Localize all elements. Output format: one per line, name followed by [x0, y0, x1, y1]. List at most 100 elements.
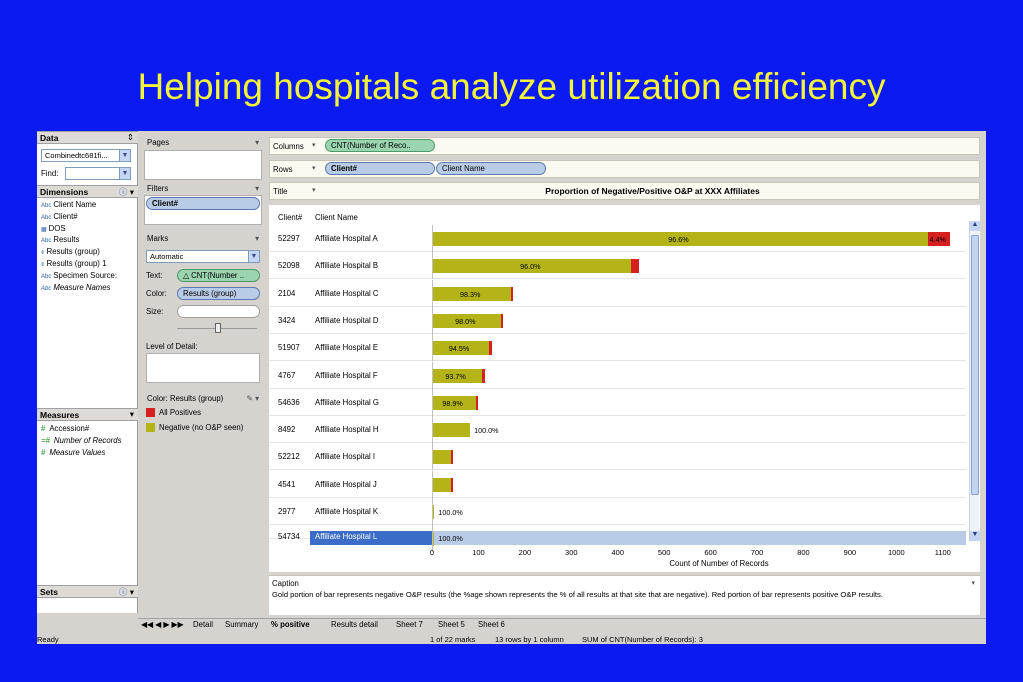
tab-sheet-7[interactable]: Sheet 7 [396, 620, 423, 629]
bar-positive[interactable] [631, 259, 640, 274]
chevron-down-icon[interactable]: ▼ [119, 150, 130, 161]
rows-shelf[interactable]: Rows ▾ Client# Client Name [269, 160, 980, 178]
vertical-scrollbar[interactable]: ▲ ▼ [969, 221, 980, 541]
chevron-down-icon[interactable]: ▾ [129, 409, 134, 419]
legend-header[interactable]: Color: Results (group) ✎ ▾ [144, 393, 262, 405]
bar-negative[interactable] [433, 395, 476, 410]
columns-shelf[interactable]: Columns ▾ CNT(Number of Reco.. [269, 137, 980, 155]
chevron-down-icon[interactable]: ▼ [248, 251, 259, 262]
table-row[interactable]: 52212 Affiliate Hospital I [269, 443, 966, 471]
bar-negative[interactable] [433, 505, 435, 519]
color-pill[interactable]: Results (group) [177, 287, 260, 300]
dimensions-header[interactable]: Dimensions ⓘ ▾ [37, 185, 138, 198]
table-row[interactable]: 52297 Affiliate Hospital A 96.6% 4.4% [269, 225, 966, 252]
legend-item[interactable]: All Positives [146, 408, 201, 418]
bar-positive[interactable] [451, 450, 454, 465]
bar-positive[interactable] [481, 368, 485, 383]
tab-summary[interactable]: Summary [225, 620, 259, 629]
bar-negative[interactable] [433, 368, 482, 383]
sets-header[interactable]: Sets ⓘ ▾ [37, 585, 138, 598]
bar-negative[interactable] [433, 477, 451, 492]
table-row[interactable]: 4541 Affiliate Hospital J [269, 470, 966, 498]
rows-pill-client-name[interactable]: Client Name [436, 162, 546, 175]
filters-card-header[interactable]: Filters ▾ [144, 183, 262, 195]
dimension-field[interactable]: Abc Specimen Source: [41, 271, 117, 280]
level-of-detail-shelf[interactable] [146, 353, 260, 383]
dimension-field[interactable]: Abc Measure Names [41, 283, 111, 292]
bar-negative[interactable] [433, 313, 502, 328]
tab-sheet-5[interactable]: Sheet 5 [438, 620, 465, 629]
info-icon[interactable]: ⓘ ▾ [118, 587, 134, 597]
find-input[interactable]: ▼ [65, 167, 131, 180]
pages-card-header[interactable]: Pages ▾ [144, 137, 262, 149]
dimension-field[interactable]: Abc Client Name [41, 200, 96, 209]
table-row[interactable]: 3424 Affiliate Hospital D 98.0% [269, 306, 966, 334]
measures-header[interactable]: Measures ▾ [37, 408, 138, 421]
x-tick-label: 100 [472, 548, 485, 557]
bar-negative[interactable] [433, 423, 471, 438]
scroll-down-icon[interactable]: ▼ [970, 531, 980, 541]
table-row[interactable]: 8492 Affiliate Hospital H 100.0% [269, 416, 966, 444]
chevron-down-icon[interactable]: ▼ [119, 168, 130, 179]
bar-positive[interactable] [511, 286, 513, 301]
bar-positive[interactable] [488, 341, 492, 356]
bar-positive[interactable] [450, 477, 453, 492]
measure-field[interactable]: # Measure Values [41, 448, 105, 457]
table-row[interactable]: 54734 Affiliate Hospital L 100.0% [269, 525, 966, 553]
dimension-field[interactable]: Abc Results [41, 235, 79, 244]
bar-negative[interactable] [433, 232, 928, 246]
text-pill[interactable]: △ CNT(Number .. [177, 269, 260, 282]
dimension-field[interactable]: Abc Client# [41, 212, 78, 221]
pages-shelf[interactable] [144, 150, 262, 180]
chevron-down-icon[interactable]: ▾ [312, 142, 316, 149]
measure-field[interactable]: # Accession# [41, 424, 89, 433]
columns-pill[interactable]: CNT(Number of Reco.. [325, 139, 435, 152]
tab-positive[interactable]: % positive [271, 620, 310, 629]
mark-type-select[interactable]: Automatic ▼ [146, 250, 260, 263]
chevron-down-icon[interactable]: ▾ [255, 138, 259, 147]
rows-pill-client-id[interactable]: Client# [325, 162, 435, 175]
table-row[interactable]: 52098 Affiliate Hospital B 96.0% [269, 252, 966, 280]
tab-detail[interactable]: Detail [193, 620, 213, 629]
table-row[interactable]: 4767 Affiliate Hospital F 93.7% [269, 361, 966, 389]
chevron-down-icon[interactable]: ▾ [312, 165, 316, 172]
bar-positive[interactable] [475, 395, 478, 410]
title-shelf[interactable]: Title ▾ Proportion of Negative/Positive O… [269, 182, 980, 200]
sort-icon[interactable]: ⇕ [126, 132, 134, 142]
pencil-icon[interactable]: ✎ ▾ [246, 394, 259, 403]
bar-negative[interactable] [433, 286, 511, 301]
data-header[interactable]: Data ⇕ [37, 131, 138, 144]
chevron-down-icon[interactable]: ▾ [312, 187, 316, 194]
scroll-up-icon[interactable]: ▲ [970, 221, 980, 231]
filters-shelf[interactable]: Client# [144, 195, 262, 225]
table-row[interactable]: 51907 Affiliate Hospital E 94.5% [269, 334, 966, 362]
marks-card-header[interactable]: Marks ▾ [144, 233, 262, 245]
bar-positive[interactable] [501, 313, 504, 328]
client-name-cell: Affiliate Hospital C [315, 288, 379, 298]
size-shelf[interactable] [177, 305, 260, 318]
bar-negative[interactable] [433, 341, 489, 356]
dimension-field[interactable]: ⌽ Results (group) [41, 247, 100, 257]
bar-negative[interactable] [433, 259, 632, 274]
bar-negative[interactable] [433, 532, 435, 547]
filter-pill-client[interactable]: Client# [146, 197, 260, 210]
table-row[interactable]: 2104 Affiliate Hospital C 98.3% [269, 279, 966, 307]
chevron-down-icon[interactable]: ▾ [255, 234, 259, 243]
size-slider-handle[interactable] [215, 323, 221, 333]
dimension-field[interactable]: ▦ DOS [41, 224, 66, 233]
datasource-select[interactable]: Combinedtc681fi... ▼ [41, 149, 131, 162]
tab-nav-arrows[interactable]: ◀◀ ◀ ▶ ▶▶ [141, 620, 184, 629]
table-row[interactable]: 54636 Affiliate Hospital G 98.9% [269, 388, 966, 416]
scroll-thumb[interactable] [971, 235, 979, 495]
chevron-down-icon[interactable]: ▾ [255, 184, 259, 193]
tab-results-detail[interactable]: Results detail [331, 620, 378, 629]
bar-negative[interactable] [433, 450, 452, 465]
measure-field[interactable]: =# Number of Records [41, 436, 122, 445]
bar-positive[interactable] [927, 232, 951, 246]
table-row[interactable]: 2977 Affiliate Hospital K 100.0% [269, 498, 966, 525]
dimension-field[interactable]: ⌽ Results (group) 1 [41, 259, 106, 269]
chevron-down-icon[interactable]: ▾ [971, 580, 975, 587]
legend-item[interactable]: Negative (no O&P seen) [146, 423, 243, 433]
tab-sheet-6[interactable]: Sheet 6 [478, 620, 505, 629]
info-icon[interactable]: ⓘ ▾ [118, 187, 134, 197]
